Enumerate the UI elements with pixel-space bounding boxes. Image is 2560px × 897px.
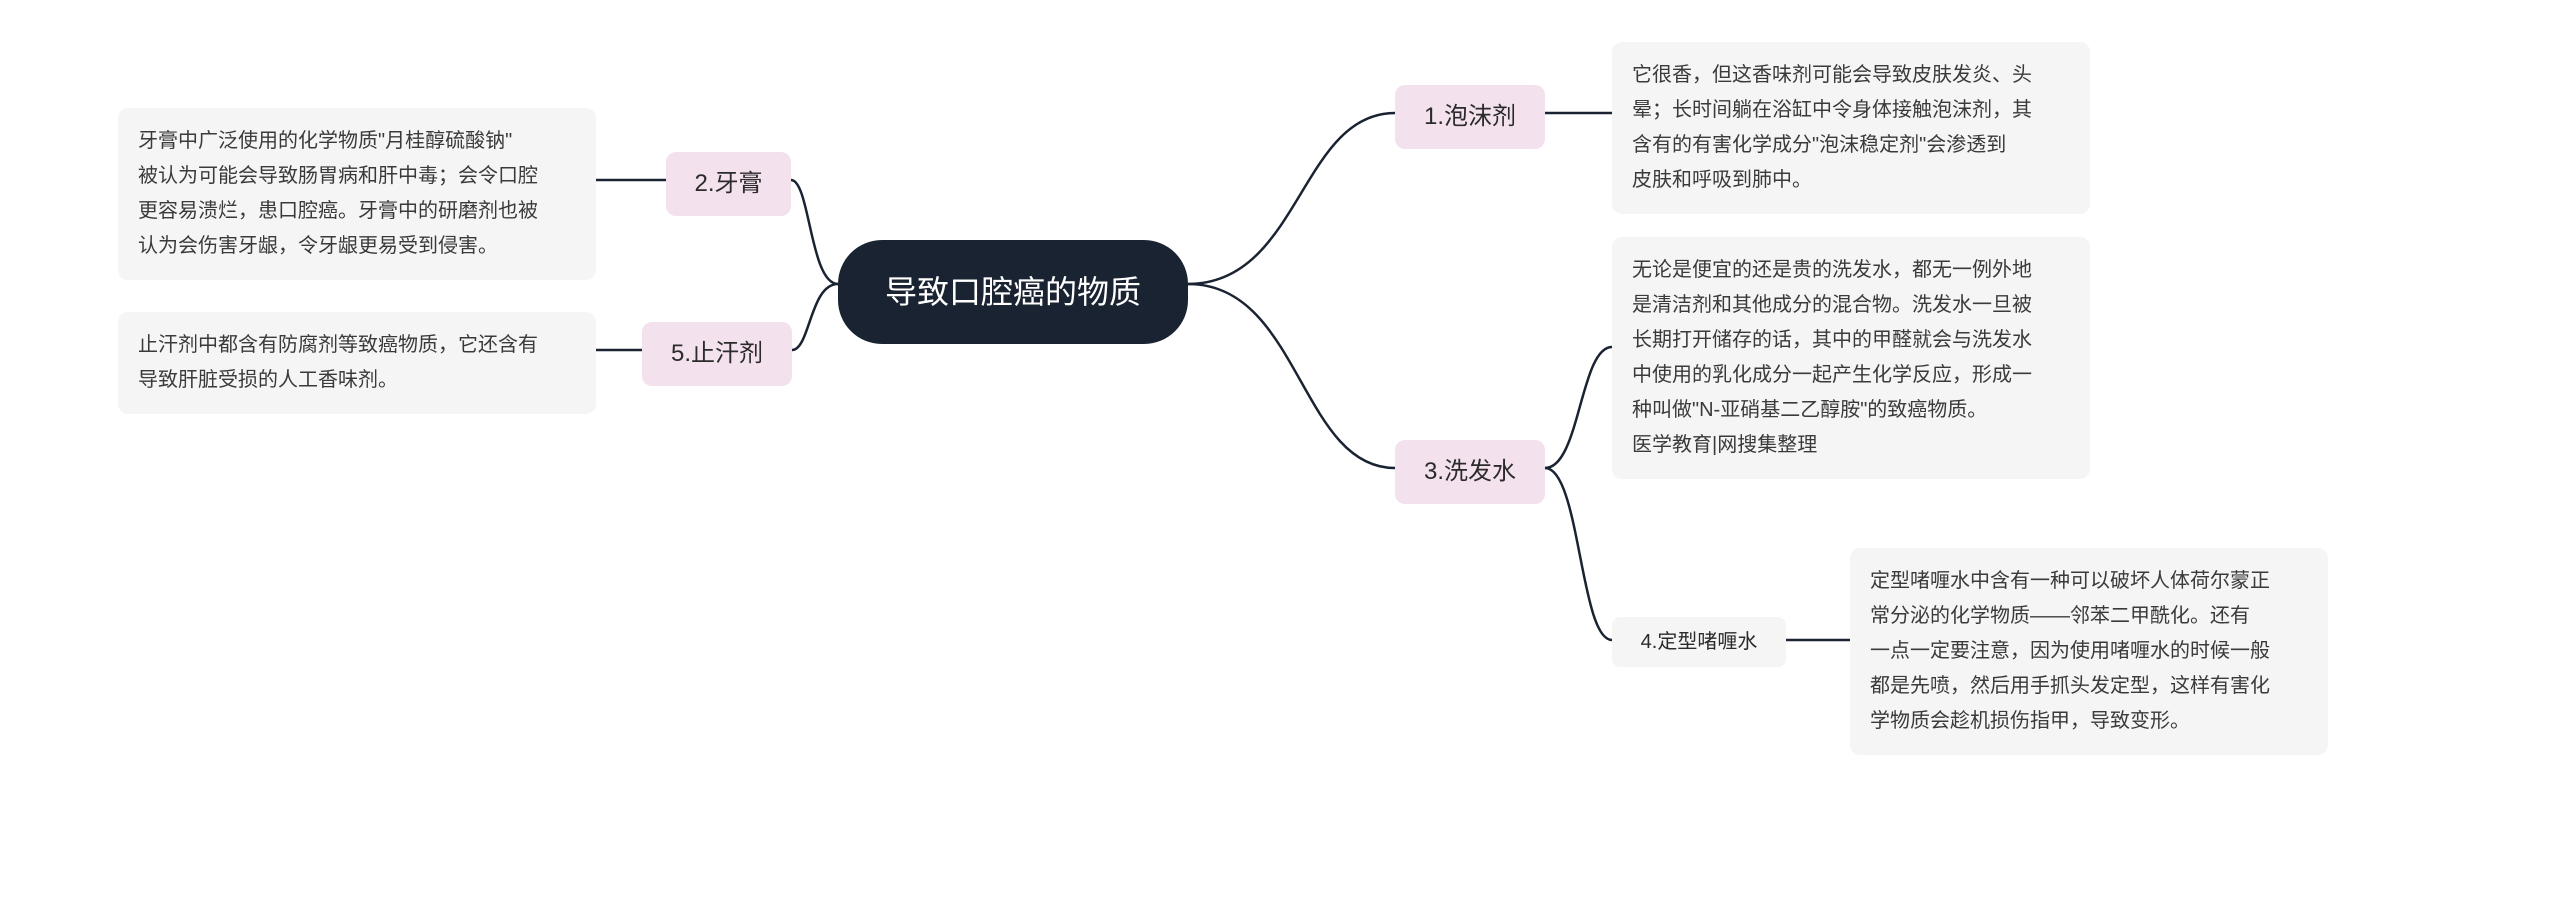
branch-toothpaste: 2.牙膏 xyxy=(666,152,791,216)
root-node: 导致口腔癌的物质 xyxy=(838,240,1188,344)
connector xyxy=(1545,347,1612,468)
connector xyxy=(1545,468,1612,640)
connector xyxy=(1188,113,1395,284)
branch-shampoo: 3.洗发水 xyxy=(1395,440,1545,504)
connector xyxy=(792,284,838,350)
leaf-antiperspirant: 止汗剂中都含有防腐剂等致癌物质，它还含有 导致肝脏受损的人工香味剂。 xyxy=(118,312,596,414)
connector xyxy=(1188,284,1395,468)
leaf-hair-gel: 定型啫喱水中含有一种可以破坏人体荷尔蒙正 常分泌的化学物质——邻苯二甲酰化。还有… xyxy=(1850,548,2328,755)
connector xyxy=(791,180,838,284)
sub-hair-gel: 4.定型啫喱水 xyxy=(1612,617,1786,667)
branch-antiperspirant: 5.止汗剂 xyxy=(642,322,792,386)
leaf-foaming-agent: 它很香，但这香味剂可能会导致皮肤发炎、头 晕；长时间躺在浴缸中令身体接触泡沫剂，… xyxy=(1612,42,2090,214)
branch-foaming-agent: 1.泡沫剂 xyxy=(1395,85,1545,149)
mindmap-canvas: 导致口腔癌的物质 1.泡沫剂 它很香，但这香味剂可能会导致皮肤发炎、头 晕；长时… xyxy=(0,0,2560,897)
leaf-toothpaste: 牙膏中广泛使用的化学物质"月桂醇硫酸钠" 被认为可能会导致肠胃病和肝中毒；会令口… xyxy=(118,108,596,280)
leaf-shampoo: 无论是便宜的还是贵的洗发水，都无一例外地 是清洁剂和其他成分的混合物。洗发水一旦… xyxy=(1612,237,2090,479)
